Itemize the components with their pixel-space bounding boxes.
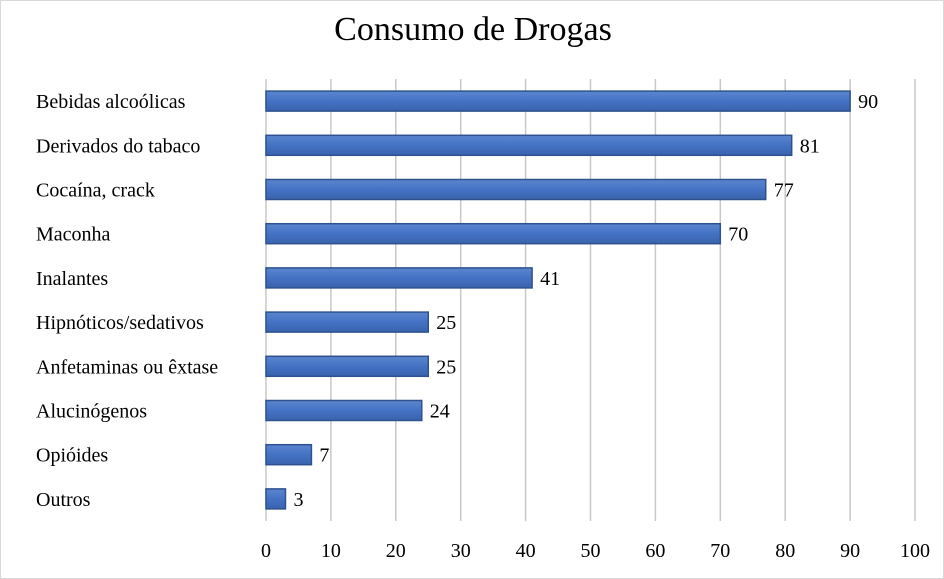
bar: [265, 90, 851, 112]
category-label: Opióides: [36, 445, 108, 467]
x-tick-label: 0: [261, 540, 271, 562]
x-tick-label: 20: [386, 540, 406, 562]
bar: [265, 222, 722, 245]
x-tick-label: 10: [321, 540, 341, 562]
category-label: Outros: [36, 489, 91, 511]
value-label: 77: [774, 180, 794, 202]
category-label: Derivados do tabaco: [36, 135, 200, 157]
category-label: Bebidas alcoólicas: [36, 91, 186, 113]
category-label: Hipnóticos/sedativos: [36, 312, 204, 334]
x-tick-label: 100: [900, 540, 930, 562]
bar: [265, 355, 429, 378]
bar: [265, 399, 423, 422]
value-label: 90: [858, 91, 878, 113]
x-tick-label: 50: [581, 540, 601, 562]
bar: [265, 267, 533, 289]
bar: [265, 488, 287, 510]
chart-title: Consumo de Drogas: [334, 11, 612, 48]
category-label: Maconha: [36, 224, 111, 246]
category-label: Alucinógenos: [36, 401, 147, 423]
bar: [265, 178, 767, 201]
x-tick-label: 40: [516, 540, 536, 562]
value-labels: 90 81 77 70 41 25 25 24 73: [293, 91, 878, 511]
value-label: 25: [436, 356, 456, 378]
bar: [265, 311, 429, 333]
value-label: 41: [540, 268, 560, 290]
value-label: 25: [436, 312, 456, 334]
category-labels: Bebidas alcoólicas Derivados do tabaco Coc…: [36, 91, 218, 511]
value-label: 3: [293, 489, 303, 511]
x-tick-label: 60: [645, 540, 665, 562]
x-tick-label: 80: [775, 540, 795, 562]
x-tick-labels: 0 10 20 30 40 50 60 70 80 90 100: [261, 540, 930, 562]
category-label: Anfetaminas ou êxtase: [36, 356, 218, 378]
x-tick-label: 70: [710, 540, 730, 562]
value-label: 81: [800, 135, 820, 157]
bars: [265, 90, 851, 510]
category-label: Cocaína, crack: [36, 180, 155, 202]
value-label: 7: [319, 445, 329, 467]
value-label: 24: [430, 401, 450, 423]
x-tick-label: 30: [451, 540, 471, 562]
bar: [265, 134, 793, 157]
category-label: Inalantes: [36, 268, 108, 290]
value-label: 70: [728, 224, 748, 246]
x-tick-label: 90: [840, 540, 860, 562]
bar: [265, 443, 313, 466]
